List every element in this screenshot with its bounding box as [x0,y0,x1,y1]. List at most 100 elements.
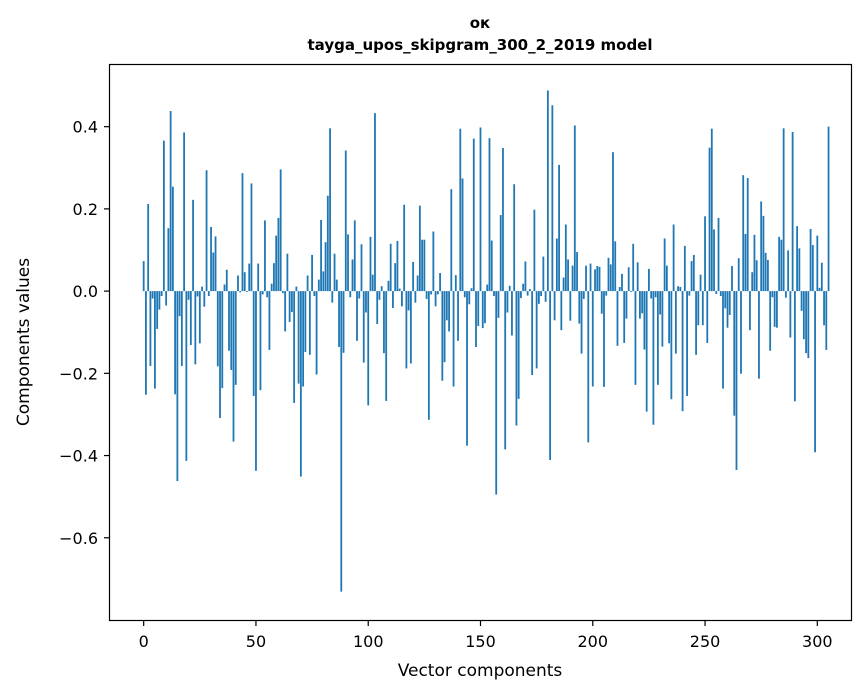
bar [742,175,745,292]
bar [517,291,520,399]
bar [329,128,331,292]
bar [578,291,581,324]
bar [704,216,706,292]
bar [591,291,594,387]
bar [385,291,388,401]
bar [145,291,147,395]
bar [297,291,300,384]
bar [728,291,731,315]
bar [187,291,190,300]
bar [650,291,653,299]
bar [273,263,275,292]
bar [576,252,578,292]
bar [773,291,776,327]
bar [670,291,673,400]
bar [380,286,383,292]
bar [562,277,565,292]
bar [324,242,327,292]
bar [715,291,718,294]
bar [180,291,183,366]
bar [542,256,545,292]
bar [201,286,203,292]
bar [183,132,185,292]
bar [692,254,695,292]
bar [383,291,385,354]
bar [780,239,783,292]
bar [699,274,702,292]
bar [762,215,765,292]
x-axis: 0 50 100 150 200 250 300 [139,620,833,651]
x-tick-label: 0 [139,632,149,651]
y-axis-label: Components values [14,258,34,426]
bar [791,132,794,292]
bar [427,291,430,420]
bar [423,239,426,292]
bar [493,291,495,297]
bar [737,258,740,292]
bar [767,259,769,292]
bar [793,291,796,402]
bar [290,291,293,313]
bar [627,267,630,292]
bar [594,269,596,292]
bar [778,236,781,292]
bar [416,275,419,292]
bar [722,291,724,389]
bar [544,291,547,302]
bar [717,217,720,292]
bar [279,169,282,292]
bar [252,291,255,396]
bar [407,291,410,311]
bar [178,291,181,317]
bar [412,261,415,292]
bar [504,291,507,450]
bar [210,226,212,292]
bar [362,291,365,363]
bar [344,150,347,292]
bar [652,291,655,425]
y-tick-label: 0.4 [73,118,98,137]
bar [347,234,349,292]
bar [809,229,812,292]
bar [270,283,273,292]
bar [688,291,691,296]
bar [248,263,251,292]
bar [322,271,325,292]
bar [553,291,556,321]
bar [234,291,237,385]
bar [802,291,805,340]
bar [439,273,441,292]
bar [695,291,697,355]
bar [811,245,814,292]
bar [365,291,367,313]
bar [755,260,758,292]
bar [535,291,538,369]
bar [683,245,686,292]
bar [764,252,767,292]
bar [450,189,453,292]
bar [443,291,446,363]
bar [167,228,170,292]
bar [661,291,664,347]
bar [219,291,221,419]
bar [174,291,177,395]
bar [171,186,174,292]
bar [639,291,641,319]
bar [203,291,206,307]
bar [371,274,374,292]
bar [246,291,248,292]
chart-subtitle: tayga_upos_skipgram_300_2_2019 model [308,36,653,54]
bar [805,291,807,354]
bar [713,229,715,292]
chart-title: ок [470,14,491,32]
bar [643,291,646,350]
bar [499,215,502,292]
bar [630,291,632,292]
bar [668,291,671,344]
bar [582,291,585,299]
bar [237,275,239,292]
bar [333,253,336,292]
x-tick-label: 200 [577,632,608,651]
bar [335,279,338,292]
bar [398,288,401,292]
